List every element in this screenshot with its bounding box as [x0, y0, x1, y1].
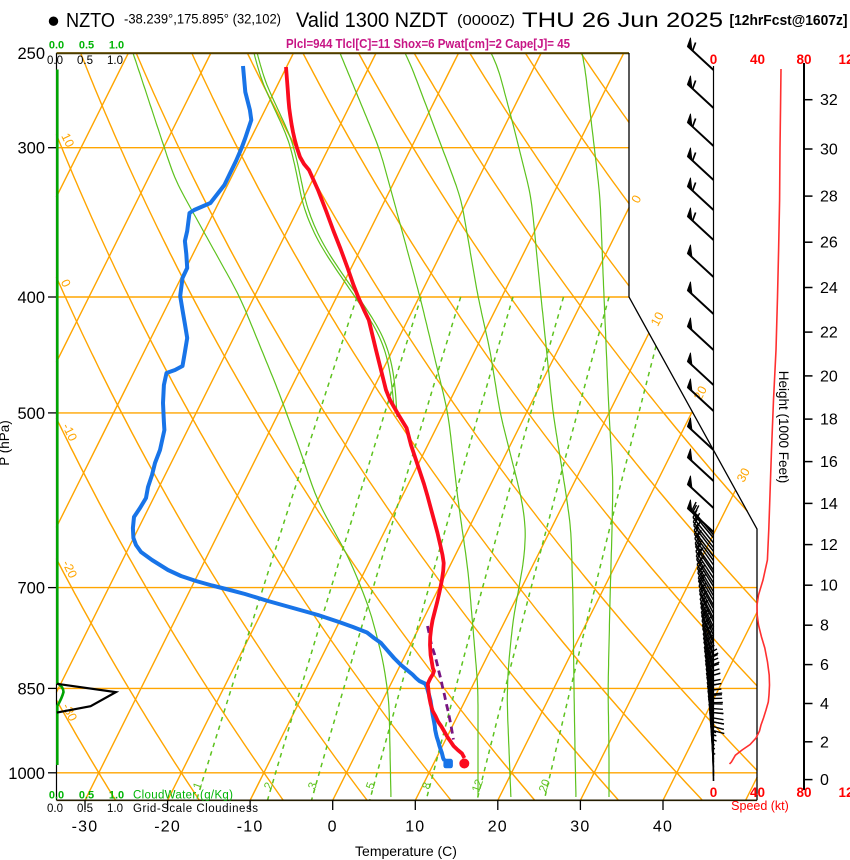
svg-text:0.5: 0.5: [79, 790, 94, 802]
svg-text:30: 30: [734, 466, 753, 485]
svg-text:500: 500: [17, 405, 45, 423]
svg-text:-38.239°,175.895° (32,102): -38.239°,175.895° (32,102): [124, 12, 281, 27]
svg-text:Grid-Scale Cloudiness: Grid-Scale Cloudiness: [133, 803, 258, 815]
svg-text:8: 8: [820, 618, 829, 635]
svg-text:10: 10: [405, 819, 425, 836]
svg-text:12: 12: [838, 785, 850, 800]
svg-text:0: 0: [328, 819, 338, 836]
svg-text:Speed (kt): Speed (kt): [731, 799, 789, 813]
svg-text:-10: -10: [237, 819, 264, 836]
svg-text:20: 20: [820, 368, 838, 385]
svg-text:2: 2: [262, 781, 275, 791]
svg-text:32: 32: [820, 92, 838, 109]
svg-text:[12hrFcst@1607z]: [12hrFcst@1607z]: [730, 12, 848, 29]
svg-text:850: 850: [17, 680, 45, 698]
svg-text:1.0: 1.0: [109, 790, 124, 802]
svg-text:10: 10: [648, 310, 667, 329]
svg-text:22: 22: [820, 325, 838, 342]
svg-text:400: 400: [17, 289, 45, 307]
svg-text:40: 40: [750, 785, 765, 800]
svg-text:NZTO: NZTO: [66, 9, 115, 32]
svg-text:0: 0: [820, 772, 829, 789]
svg-text:40: 40: [653, 819, 673, 836]
svg-text:1000: 1000: [8, 765, 45, 783]
svg-text:20: 20: [488, 819, 508, 836]
svg-text:700: 700: [17, 580, 45, 598]
svg-text:20: 20: [537, 778, 553, 794]
svg-text:12: 12: [838, 52, 850, 67]
svg-text:10: 10: [820, 578, 838, 595]
svg-text:40: 40: [750, 52, 765, 67]
svg-text:0.0: 0.0: [47, 803, 63, 815]
svg-text:28: 28: [820, 189, 838, 206]
svg-text:1: 1: [191, 781, 204, 791]
svg-text:80: 80: [796, 785, 811, 800]
svg-text:30: 30: [820, 142, 838, 159]
svg-text:30: 30: [570, 819, 590, 836]
svg-text:1.0: 1.0: [107, 803, 123, 815]
svg-text:1.0: 1.0: [107, 55, 123, 67]
svg-text:0.5: 0.5: [77, 55, 93, 67]
svg-text:10: 10: [58, 131, 77, 150]
svg-text:THU 26 Jun 2025: THU 26 Jun 2025: [522, 9, 723, 32]
svg-text:24: 24: [820, 280, 838, 297]
svg-text:300: 300: [17, 140, 45, 158]
svg-text:Height (1000 Feet): Height (1000 Feet): [776, 371, 791, 484]
svg-text:(0000Z): (0000Z): [457, 13, 515, 29]
svg-text:0.0: 0.0: [49, 790, 64, 802]
svg-text:3: 3: [306, 781, 319, 791]
svg-text:0.5: 0.5: [79, 39, 94, 51]
svg-text:12: 12: [470, 778, 486, 794]
svg-text:0.0: 0.0: [49, 39, 64, 51]
svg-text:0.0: 0.0: [47, 55, 63, 67]
svg-text:250: 250: [17, 45, 45, 63]
svg-text:4: 4: [820, 696, 829, 713]
svg-text:CloudWater (g/Kg): CloudWater (g/Kg): [133, 790, 233, 802]
svg-text:12: 12: [820, 537, 838, 554]
svg-text:16: 16: [820, 454, 838, 471]
svg-text:0.5: 0.5: [77, 803, 93, 815]
svg-text:1.0: 1.0: [109, 39, 124, 51]
svg-text:80: 80: [796, 52, 811, 67]
svg-text:-30: -30: [72, 819, 99, 836]
svg-text:26: 26: [820, 235, 838, 252]
svg-text:0: 0: [710, 785, 718, 800]
svg-text:8: 8: [420, 781, 433, 791]
svg-text:P (hPa): P (hPa): [0, 420, 12, 466]
svg-text:Valid 1300 NZDT: Valid 1300 NZDT: [296, 9, 448, 32]
svg-text:0: 0: [710, 52, 718, 67]
svg-text:14: 14: [820, 496, 838, 513]
svg-text:Temperature (C): Temperature (C): [355, 843, 457, 859]
svg-text:-20: -20: [154, 819, 181, 836]
svg-text:6: 6: [820, 657, 829, 674]
svg-text:18: 18: [820, 412, 838, 429]
svg-text:2: 2: [820, 734, 829, 751]
svg-text:20: 20: [691, 384, 710, 403]
svg-text:5: 5: [364, 781, 377, 791]
svg-text:Plcl=944 Tlcl[C]=11 Shox=6 Pwa: Plcl=944 Tlcl[C]=11 Shox=6 Pwat[cm]=2 Ca…: [286, 36, 570, 51]
